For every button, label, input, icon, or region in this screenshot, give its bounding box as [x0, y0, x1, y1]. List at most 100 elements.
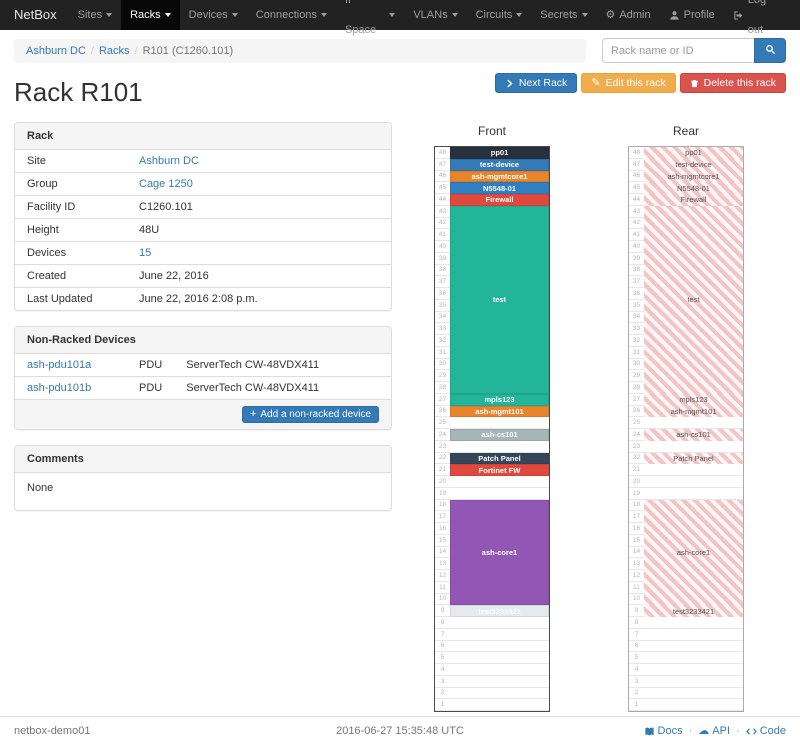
unit-number: 16	[632, 524, 641, 532]
search-input[interactable]	[602, 38, 754, 63]
rack-unit-21[interactable]: 21	[629, 464, 743, 476]
device-fortinet-fw[interactable]: Fortinet FW	[450, 464, 549, 476]
breadcrumb-item[interactable]: Ashburn DC	[26, 44, 86, 57]
rack-unit-2[interactable]: 2	[435, 688, 549, 700]
search-button[interactable]	[754, 38, 786, 63]
nav-item-sites[interactable]: Sites	[69, 0, 121, 30]
nav-admin[interactable]: ⚙ Admin	[597, 0, 660, 30]
rack-unit-5[interactable]: 5	[629, 652, 743, 664]
attr-value: 48U	[127, 218, 391, 242]
device-test3233421[interactable]: test3233421	[644, 605, 743, 617]
rack-unit-2[interactable]: 2	[629, 688, 743, 700]
rack-unit-7[interactable]: 7	[629, 629, 743, 641]
rack-unit-6[interactable]: 6	[629, 641, 743, 653]
attr-value-link[interactable]: Ashburn DC	[139, 155, 199, 167]
attr-value-link[interactable]: Cage 1250	[139, 178, 193, 190]
device-firewall[interactable]: Firewall	[450, 194, 549, 206]
device-mpls123[interactable]: mpls123	[644, 393, 743, 406]
rack-unit-25[interactable]: 25	[435, 417, 549, 429]
unit-number: 40	[438, 242, 447, 250]
device-ash-cs101[interactable]: ash-cs101	[644, 429, 743, 441]
device-patch-panel[interactable]: Patch Panel	[644, 452, 743, 465]
device-ash-mgmt101[interactable]: ash-mgmt101	[450, 405, 549, 418]
device-pp01[interactable]: pp01	[450, 147, 549, 159]
unit-number: 28	[438, 383, 447, 391]
nav-item-vlans[interactable]: VLANs	[404, 0, 466, 30]
add-non-racked-device-button[interactable]: + Add a non-racked device	[241, 406, 379, 423]
device-pp01[interactable]: pp01	[644, 147, 743, 159]
device-ash-mgmtcore1[interactable]: ash-mgmtcore1	[644, 170, 743, 183]
rack-unit-23[interactable]: 23	[629, 441, 743, 453]
breadcrumb: Ashburn DC / Racks / R101 (C1260.101)	[14, 38, 586, 63]
rack-unit-8[interactable]: 8	[629, 617, 743, 629]
rack-unit-6[interactable]: 6	[435, 641, 549, 653]
chevron-right-icon	[505, 79, 514, 88]
device-name-link[interactable]: ash-pdu101a	[27, 359, 92, 371]
rack-unit-20[interactable]: 20	[629, 476, 743, 488]
attr-value: Cage 1250	[127, 172, 391, 196]
unit-number: 33	[632, 325, 641, 333]
rack-unit-25[interactable]: 25	[629, 417, 743, 429]
unit-number: 44	[632, 195, 641, 203]
breadcrumb-row: Ashburn DC / Racks / R101 (C1260.101)	[14, 38, 786, 63]
next-rack-button[interactable]: Next Rack	[494, 73, 578, 93]
device-firewall[interactable]: Firewall	[644, 194, 743, 206]
delete-this-rack-button[interactable]: Delete this rack	[679, 73, 786, 93]
rack-unit-3[interactable]: 3	[435, 676, 549, 688]
logout-icon	[733, 10, 744, 21]
device-test-device[interactable]: test-device	[450, 158, 549, 171]
device-test3233421[interactable]: test3233421	[450, 605, 549, 617]
footer-hostname: netbox-demo01	[14, 725, 91, 737]
nav-item-label: VLANs	[413, 9, 448, 21]
footer-link-docs[interactable]: Docs	[644, 725, 683, 737]
brand[interactable]: NetBox	[14, 7, 57, 22]
device-ash-mgmtcore1[interactable]: ash-mgmtcore1	[450, 170, 549, 183]
unit-number: 9	[440, 607, 445, 615]
attr-value-link[interactable]: 15	[139, 247, 152, 259]
rack-unit-19[interactable]: 19	[435, 488, 549, 500]
breadcrumb-item[interactable]: Racks	[98, 44, 130, 57]
nav-log-out[interactable]: Log out	[724, 0, 792, 36]
device-ash-core1[interactable]: ash-core1	[644, 499, 743, 606]
nav-item-connections[interactable]: Connections	[247, 0, 336, 30]
nav-item-circuits[interactable]: Circuits	[467, 0, 532, 30]
rack-unit-4[interactable]: 4	[629, 664, 743, 676]
rack-unit-19[interactable]: 19	[629, 488, 743, 500]
edit-this-rack-button[interactable]: ✎ Edit this rack	[581, 73, 676, 93]
nav-item-ip-space[interactable]: IP Space	[336, 0, 404, 36]
rack-unit-1[interactable]: 1	[435, 699, 549, 711]
device-n5548-01[interactable]: N5548-01	[644, 182, 743, 194]
breadcrumb-separator: /	[90, 44, 94, 57]
unit-number: 45	[438, 184, 447, 192]
rack-unit-4[interactable]: 4	[435, 664, 549, 676]
nav-item-label: Circuits	[475, 9, 513, 21]
footer-link-api[interactable]: ☁ API	[698, 725, 730, 737]
footer-link-code[interactable]: Code	[745, 725, 786, 737]
nav-item-secrets[interactable]: Secrets	[531, 0, 596, 30]
unit-number: 37	[438, 278, 447, 286]
rack-unit-5[interactable]: 5	[435, 652, 549, 664]
footer-links: Docs · ☁ API · Code	[529, 725, 786, 737]
device-test-device[interactable]: test-device	[644, 158, 743, 171]
unit-number: 43	[632, 207, 641, 215]
device-name-link[interactable]: ash-pdu101b	[27, 382, 92, 394]
non-racked-devices-table: ash-pdu101a PDU ServerTech CW-48VDX411 ash-…	[15, 354, 391, 399]
device-test[interactable]: test	[450, 205, 549, 394]
device-mpls123[interactable]: mpls123	[450, 393, 549, 406]
device-test[interactable]: test	[644, 205, 743, 394]
device-ash-mgmt101[interactable]: ash-mgmt101	[644, 405, 743, 418]
nav-item-racks[interactable]: Racks	[121, 0, 180, 30]
nav-item-devices[interactable]: Devices	[180, 0, 247, 30]
unit-number: 23	[632, 442, 641, 450]
rack-unit-20[interactable]: 20	[435, 476, 549, 488]
rack-unit-8[interactable]: 8	[435, 617, 549, 629]
rack-unit-23[interactable]: 23	[435, 441, 549, 453]
device-patch-panel[interactable]: Patch Panel	[450, 452, 549, 465]
device-ash-cs101[interactable]: ash-cs101	[450, 429, 549, 441]
device-ash-core1[interactable]: ash-core1	[450, 499, 549, 606]
rack-unit-7[interactable]: 7	[435, 629, 549, 641]
nav-profile[interactable]: Profile	[660, 0, 724, 30]
rack-unit-3[interactable]: 3	[629, 676, 743, 688]
device-n5548-01[interactable]: N5548-01	[450, 182, 549, 194]
rack-unit-1[interactable]: 1	[629, 699, 743, 711]
